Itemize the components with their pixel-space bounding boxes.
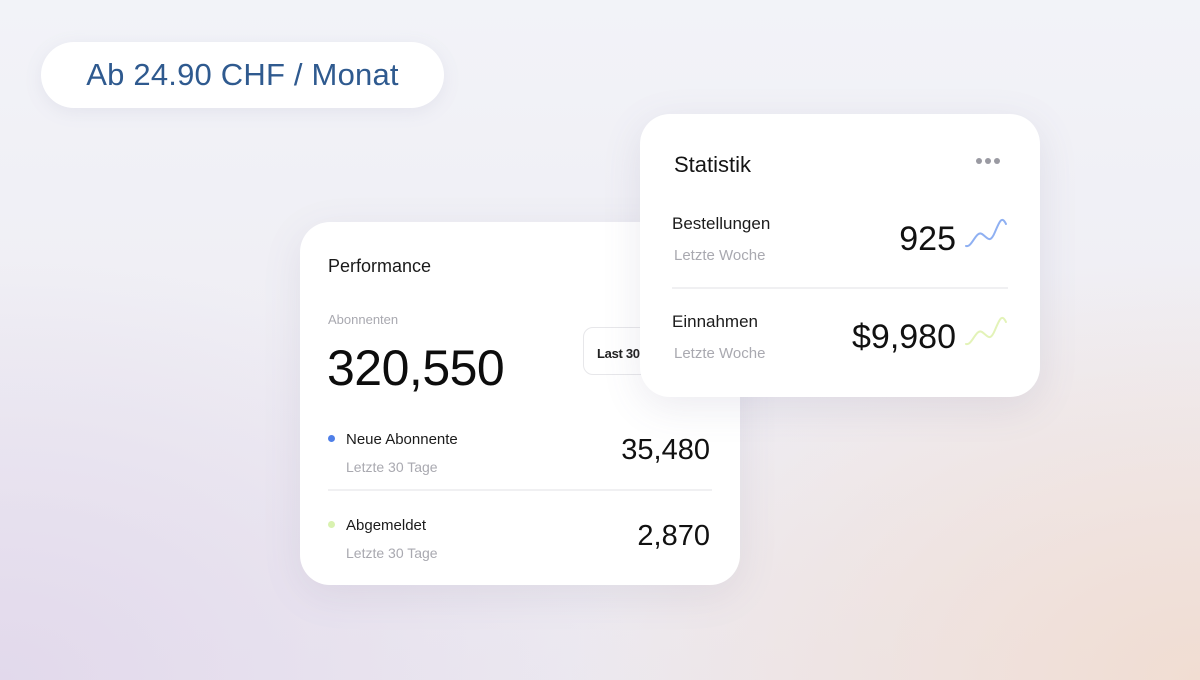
unsubscribed-period: Letzte 30 Tage — [346, 545, 438, 561]
sparkline-icon — [965, 218, 1007, 248]
sparkline-icon — [965, 316, 1007, 346]
statistik-card: Statistik Bestellungen Letzte Woche 925 … — [640, 114, 1040, 397]
price-badge: Ab 24.90 CHF / Monat — [41, 42, 444, 108]
orders-period: Letzte Woche — [674, 247, 766, 264]
revenue-row: Einnahmen Letzte Woche $9,980 — [672, 312, 1008, 382]
new-subscribers-period: Letzte 30 Tage — [346, 459, 438, 475]
revenue-label: Einnahmen — [672, 312, 759, 331]
new-subscribers-label: Neue Abonnente — [346, 431, 458, 448]
subscribers-label: Abonnenten — [328, 312, 399, 327]
revenue-value: $9,980 — [852, 318, 956, 356]
orders-row: Bestellungen Letzte Woche 925 — [672, 214, 1008, 284]
status-dot-icon — [328, 521, 335, 528]
new-subscribers-value: 35,480 — [621, 434, 710, 466]
revenue-period: Letzte Woche — [674, 345, 766, 362]
unsubscribed-label: Abgemeldet — [346, 517, 427, 534]
price-text: Ab 24.90 CHF / Monat — [86, 57, 399, 92]
ellipsis-icon[interactable] — [976, 158, 1004, 166]
statistik-title: Statistik — [674, 152, 752, 177]
performance-title: Performance — [328, 256, 432, 276]
new-subscribers-row: Neue Abonnente Letzte 30 Tage 35,480 — [328, 426, 712, 496]
subscribers-value: 320,550 — [327, 340, 505, 396]
status-dot-icon — [328, 435, 335, 442]
orders-value: 925 — [899, 220, 956, 258]
row-divider — [328, 489, 712, 491]
row-divider — [672, 287, 1008, 289]
unsubscribed-row: Abgemeldet Letzte 30 Tage 2,870 — [328, 512, 712, 582]
unsubscribed-value: 2,870 — [637, 520, 710, 552]
orders-label: Bestellungen — [672, 214, 771, 233]
